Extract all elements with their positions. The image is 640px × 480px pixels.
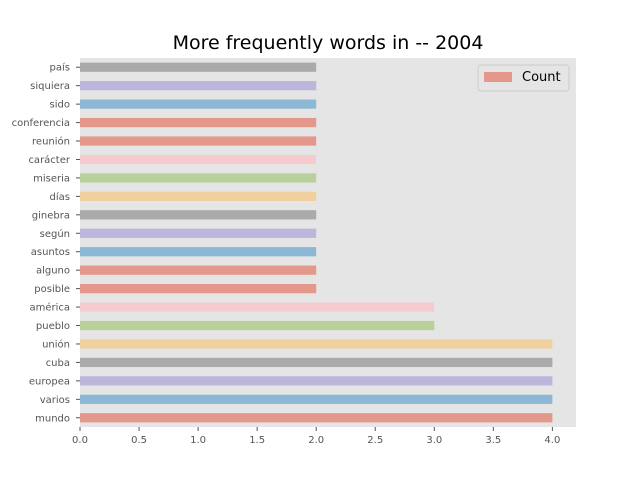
y-tick-label: conferencia [12, 118, 70, 129]
legend-box [477, 64, 570, 92]
x-tick-label: 3.5 [485, 435, 501, 446]
y-tick-label: asuntos [31, 247, 70, 258]
bar-alguno [80, 265, 317, 275]
bar-cuba [80, 357, 553, 368]
y-tick-label: ginebra [32, 210, 70, 221]
bar-conferencia [80, 117, 317, 128]
y-tick-label: siquiera [30, 81, 70, 92]
bar-ginebra [80, 210, 317, 220]
x-tick-label: 4.0 [544, 435, 560, 446]
chart-title: More frequently words in -- 2004 [173, 32, 484, 54]
y-axis: país siquiera sido conferencia reunión caráct… [12, 62, 80, 424]
x-tick-label: 3.0 [426, 435, 442, 446]
bar-europea [80, 376, 553, 386]
y-tick-label: europea [29, 376, 70, 387]
y-tick-label: carácter [28, 154, 70, 166]
y-tick-label: reunión [32, 136, 70, 148]
legend-label: Count [522, 70, 561, 85]
bar-unión [80, 339, 553, 349]
y-tick-label: sido [50, 100, 70, 111]
y-tick-label: miseria [33, 173, 70, 184]
bar-días [80, 191, 317, 201]
x-tick-label: 0.0 [72, 435, 88, 446]
y-tick-label: mundo [35, 413, 70, 424]
y-tick-label: según [40, 228, 70, 240]
bars-group [80, 62, 553, 423]
bar-siquiera [80, 81, 317, 91]
y-tick-label: américa [29, 302, 70, 314]
bar-según [80, 228, 317, 238]
bar-carácter [80, 154, 317, 165]
x-tick-label: 2.5 [367, 435, 383, 446]
bar-asuntos [80, 247, 317, 257]
bar-varios [80, 394, 553, 404]
y-tick-label: unión [42, 338, 70, 350]
x-tick-label: 0.5 [131, 435, 147, 446]
bar-américa [80, 302, 435, 312]
y-tick-label: pueblo [36, 321, 70, 332]
y-tick-label: alguno [36, 266, 70, 277]
x-tick-label: 1.0 [190, 435, 206, 446]
y-tick-label: cuba [46, 358, 70, 369]
bar-sido [80, 99, 317, 109]
x-tick-label: 1.5 [249, 435, 265, 446]
bar-reunión [80, 136, 317, 146]
y-tick-label: varios [40, 395, 70, 406]
plot-area [80, 58, 576, 427]
bar-pueblo [80, 320, 435, 331]
x-axis: 0.0 0.5 1.0 1.5 2.0 2.5 3.0 3.5 4.0 [72, 427, 560, 446]
y-tick-label: días [50, 191, 70, 203]
legend-swatch [484, 72, 512, 82]
bar-mundo [80, 413, 553, 423]
y-tick-label: país [50, 62, 70, 74]
y-tick-label: posible [34, 284, 70, 295]
legend: Count [477, 64, 570, 92]
x-tick-label: 2.0 [308, 435, 324, 446]
bar-miseria [80, 173, 317, 183]
bar-posible [80, 284, 317, 294]
bar-país [80, 62, 317, 72]
